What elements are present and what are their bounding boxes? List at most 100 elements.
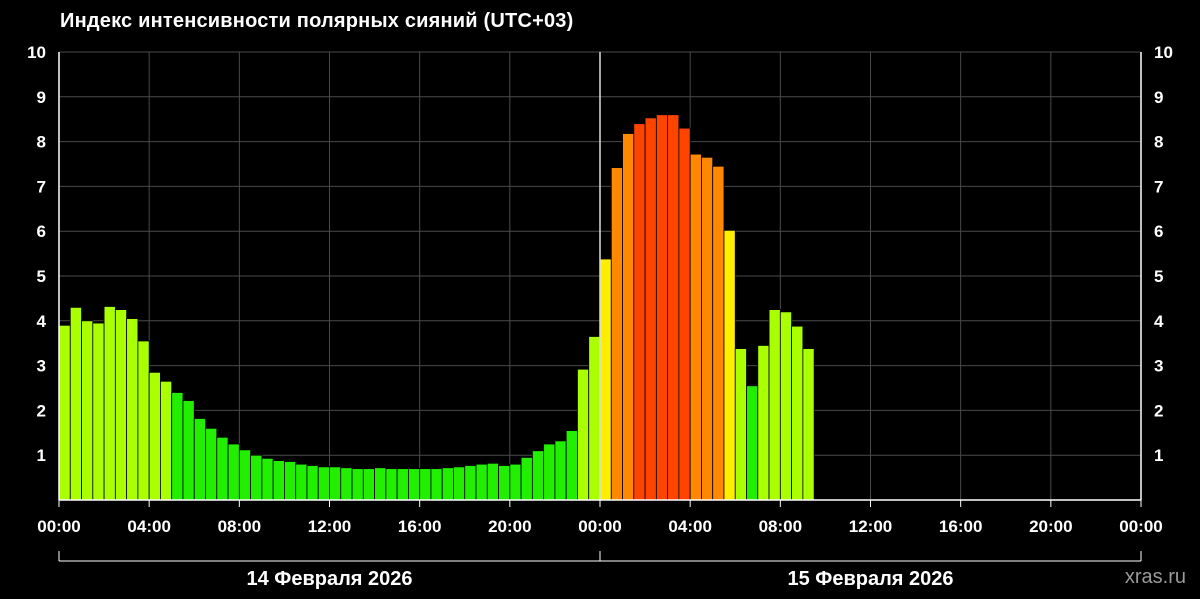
bar <box>261 457 274 501</box>
bar <box>193 418 206 501</box>
axes-layer <box>58 52 1142 562</box>
bar <box>103 306 116 501</box>
bar <box>317 466 330 501</box>
bar <box>58 324 71 501</box>
bar <box>126 318 139 501</box>
bar <box>81 320 94 501</box>
bar <box>171 392 184 501</box>
y-tick-label-left: 5 <box>37 267 46 286</box>
bar <box>746 385 759 501</box>
y-tick-label-right: 1 <box>1154 446 1163 465</box>
bar <box>284 461 297 501</box>
bar <box>182 400 195 501</box>
y-tick-label-left: 4 <box>37 312 47 331</box>
bar <box>238 449 252 501</box>
x-tick-label: 04:00 <box>127 517 170 536</box>
bar <box>430 468 443 501</box>
bar <box>306 465 319 501</box>
bar <box>475 463 488 501</box>
y-tick-label-left: 3 <box>37 357 46 376</box>
x-tick-label: 04:00 <box>668 517 711 536</box>
bar <box>509 463 522 501</box>
bar <box>768 309 781 501</box>
bar <box>92 322 105 501</box>
x-tick-label: 00:00 <box>578 517 621 536</box>
bar <box>554 440 567 501</box>
bar <box>114 309 128 501</box>
y-tick-label-left: 2 <box>37 401 46 420</box>
bar <box>419 468 432 501</box>
bar <box>712 165 725 501</box>
x-tick-label: 20:00 <box>1029 517 1072 536</box>
bar <box>160 380 173 501</box>
bar <box>543 443 556 501</box>
bar <box>205 427 218 501</box>
bar <box>407 468 421 501</box>
bar <box>633 123 646 501</box>
y-tick-label-left: 1 <box>37 446 46 465</box>
bar <box>779 311 793 501</box>
x-tick-label: 00:00 <box>1119 517 1162 536</box>
bars-layer <box>58 114 815 501</box>
bar <box>351 468 364 501</box>
bar <box>250 454 263 501</box>
y-tick-label-right: 7 <box>1154 177 1163 196</box>
bar <box>689 153 702 501</box>
bar <box>757 345 770 501</box>
y-tick-label-right: 5 <box>1154 267 1163 286</box>
y-tick-label-right: 2 <box>1154 401 1163 420</box>
bar <box>577 368 590 501</box>
chart-title: Индекс интенсивности полярных сияний (UT… <box>60 10 574 32</box>
bar <box>374 467 387 501</box>
bar <box>644 117 657 501</box>
bar <box>791 325 804 501</box>
y-tick-label-left: 6 <box>37 222 46 241</box>
bar <box>701 156 714 501</box>
y-tick-label-right: 9 <box>1154 88 1163 107</box>
bar <box>396 468 409 501</box>
bar <box>520 457 533 501</box>
y-tick-label-right: 3 <box>1154 357 1163 376</box>
y-tick-label-right: 8 <box>1154 133 1163 152</box>
x-tick-label: 20:00 <box>488 517 531 536</box>
bar <box>453 466 466 501</box>
bar <box>272 460 285 501</box>
bar <box>498 465 511 501</box>
x-tick-label: 12:00 <box>308 517 351 536</box>
y-tick-label-right: 4 <box>1154 312 1164 331</box>
day-label: 14 Февраля 2026 <box>246 568 412 590</box>
x-tick-label: 08:00 <box>218 517 261 536</box>
y-tick-label-left: 10 <box>27 43 46 62</box>
x-tick-label: 12:00 <box>849 517 892 536</box>
labels-layer: 1 1 2 2 3 3 4 4 5 5 6 6 7 7 8 8 9 9 10 10 00:00 04:00 08:00 12:… <box>27 43 1173 590</box>
bar <box>216 436 229 501</box>
bar <box>227 443 240 501</box>
bar <box>531 450 545 501</box>
bar <box>723 229 736 501</box>
bar <box>441 467 454 501</box>
bar <box>69 306 82 501</box>
bar <box>599 258 612 501</box>
bar <box>340 467 353 501</box>
x-tick-label: 16:00 <box>398 517 441 536</box>
x-tick-label: 08:00 <box>759 517 802 536</box>
bar <box>362 468 375 501</box>
bar <box>295 463 308 501</box>
bar <box>610 167 623 501</box>
bar <box>802 348 815 501</box>
bar <box>148 371 161 501</box>
bar <box>565 430 578 501</box>
y-tick-label-left: 9 <box>37 88 46 107</box>
y-tick-label-left: 8 <box>37 133 46 152</box>
bar <box>464 465 477 501</box>
bar <box>588 336 601 501</box>
bar <box>655 114 669 501</box>
bar <box>486 462 499 501</box>
site-watermark: xras.ru <box>1124 566 1186 588</box>
bar <box>734 348 747 501</box>
y-tick-label-right: 10 <box>1154 43 1173 62</box>
day-label: 15 Февраля 2026 <box>787 568 953 590</box>
x-tick-label: 00:00 <box>37 517 80 536</box>
bar <box>622 133 635 501</box>
